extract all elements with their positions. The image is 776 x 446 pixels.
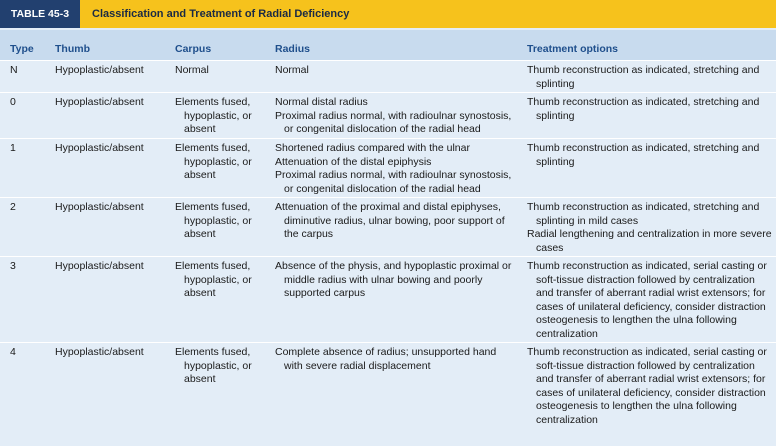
cell-thumb: Hypoplastic/absent	[55, 96, 170, 110]
cell-text: Elements fused, hypoplastic, or absent	[175, 96, 252, 135]
cell-type: 2	[10, 201, 50, 215]
column-header-row: Type Thumb Carpus Radius Treatment options	[0, 30, 776, 60]
cell-carpus: Elements fused, hypoplastic, or absent	[175, 260, 265, 301]
cell-text: Thumb reconstruction as indicated, stret…	[527, 201, 760, 227]
cell-text: Elements fused, hypoplastic, or absent	[175, 201, 252, 240]
column-header: Carpus	[175, 43, 212, 55]
cell-text: Normal distal radius	[275, 96, 368, 108]
cell-text: 1	[10, 142, 16, 154]
cell-treatment: Thumb reconstruction as indicated, seria…	[527, 260, 774, 341]
cell-text: Thumb reconstruction as indicated, seria…	[527, 346, 767, 426]
cell-text: 3	[10, 260, 16, 272]
cell-text: Hypoplastic/absent	[55, 346, 144, 358]
cell-text: Hypoplastic/absent	[55, 96, 144, 108]
cell-thumb: Hypoplastic/absent	[55, 346, 170, 360]
cell-type: 4	[10, 346, 50, 360]
table-label: TABLE 45-3	[0, 0, 80, 28]
cell-text: Normal	[275, 64, 309, 76]
cell-text: Elements fused, hypoplastic, or absent	[175, 142, 252, 181]
cell-treatment: Thumb reconstruction as indicated, seria…	[527, 346, 774, 427]
cell-radius: Shortened radius compared with the ulnar…	[275, 142, 515, 196]
cell-text: Hypoplastic/absent	[55, 142, 144, 154]
table-row: 2 Hypoplastic/absent Elements fused, hypop…	[0, 197, 776, 256]
column-header: Thumb	[55, 43, 90, 55]
cell-text: Attenuation of the proximal and distal e…	[275, 201, 505, 240]
cell-text: Attenuation of the distal epiphysis	[275, 155, 432, 168]
cell-text: Proximal radius normal, with radioulnar …	[275, 109, 512, 136]
cell-text: Thumb reconstruction as indicated, stret…	[527, 142, 760, 168]
cell-carpus: Elements fused, hypoplastic, or absent	[175, 346, 265, 387]
cell-radius: Complete absence of radius; unsupported …	[275, 346, 515, 373]
table-row: N Hypoplastic/absent Normal Normal Thumb rec…	[0, 60, 776, 92]
cell-carpus: Elements fused, hypoplastic, or absent	[175, 201, 265, 242]
cell-text: 4	[10, 346, 16, 358]
cell-text: Hypoplastic/absent	[55, 201, 144, 213]
cell-type: 3	[10, 260, 50, 274]
cell-text: Proximal radius normal, with radioulnar …	[275, 169, 512, 195]
cell-type: 0	[10, 96, 50, 110]
cell-text: Thumb reconstruction as indicated, stret…	[527, 96, 760, 122]
cell-thumb: Hypoplastic/absent	[55, 64, 170, 78]
cell-text: Thumb reconstruction as indicated, stret…	[527, 64, 760, 90]
cell-text: 2	[10, 201, 16, 213]
table-body: N Hypoplastic/absent Normal Normal Thumb rec…	[0, 60, 776, 428]
table-row: 0 Hypoplastic/absent Elements fused, hypop…	[0, 92, 776, 138]
column-header: Treatment options	[527, 43, 619, 55]
cell-text: Complete absence of radius; unsupported …	[275, 346, 497, 372]
cell-text: Hypoplastic/absent	[55, 64, 144, 76]
cell-radius: Normal	[275, 64, 515, 78]
table-row: 3 Hypoplastic/absent Elements fused, hypop…	[0, 256, 776, 342]
column-header: Radius	[275, 43, 311, 55]
table-row: 1 Hypoplastic/absent Elements fused, hypop…	[0, 138, 776, 197]
cell-type: 1	[10, 142, 50, 156]
cell-text: Absence of the physis, and hypoplastic p…	[275, 260, 512, 299]
cell-text: Thumb reconstruction as indicated, seria…	[527, 260, 767, 340]
cell-text: N	[10, 64, 18, 76]
cell-treatment: Thumb reconstruction as indicated, stret…	[527, 201, 774, 255]
header-bar	[0, 0, 776, 28]
cell-type: N	[10, 64, 50, 78]
cell-carpus: Elements fused, hypoplastic, or absent	[175, 96, 265, 137]
cell-thumb: Hypoplastic/absent	[55, 201, 170, 215]
cell-treatment: Thumb reconstruction as indicated, stret…	[527, 142, 774, 169]
cell-radius: Absence of the physis, and hypoplastic p…	[275, 260, 515, 301]
cell-carpus: Normal	[175, 64, 265, 78]
cell-radius: Attenuation of the proximal and distal e…	[275, 201, 515, 242]
cell-text: 0	[10, 96, 16, 108]
cell-treatment: Thumb reconstruction as indicated, stret…	[527, 64, 774, 91]
cell-carpus: Elements fused, hypoplastic, or absent	[175, 142, 265, 183]
cell-text: Shortened radius compared with the ulnar	[275, 142, 470, 154]
cell-thumb: Hypoplastic/absent	[55, 260, 170, 274]
column-header: Type	[10, 43, 34, 55]
table-title: Classification and Treatment of Radial D…	[92, 8, 350, 20]
cell-text: Elements fused, hypoplastic, or absent	[175, 260, 252, 299]
table-row: 4 Hypoplastic/absent Elements fused, hypop…	[0, 342, 776, 428]
cell-thumb: Hypoplastic/absent	[55, 142, 170, 156]
cell-text: Radial lengthening and centralization in…	[527, 228, 772, 254]
cell-radius: Normal distal radius Proximal radius norm…	[275, 96, 515, 137]
cell-treatment: Thumb reconstruction as indicated, stret…	[527, 96, 774, 123]
cell-text: Hypoplastic/absent	[55, 260, 144, 272]
cell-text: Normal	[175, 64, 209, 76]
cell-text: Elements fused, hypoplastic, or absent	[175, 346, 252, 385]
